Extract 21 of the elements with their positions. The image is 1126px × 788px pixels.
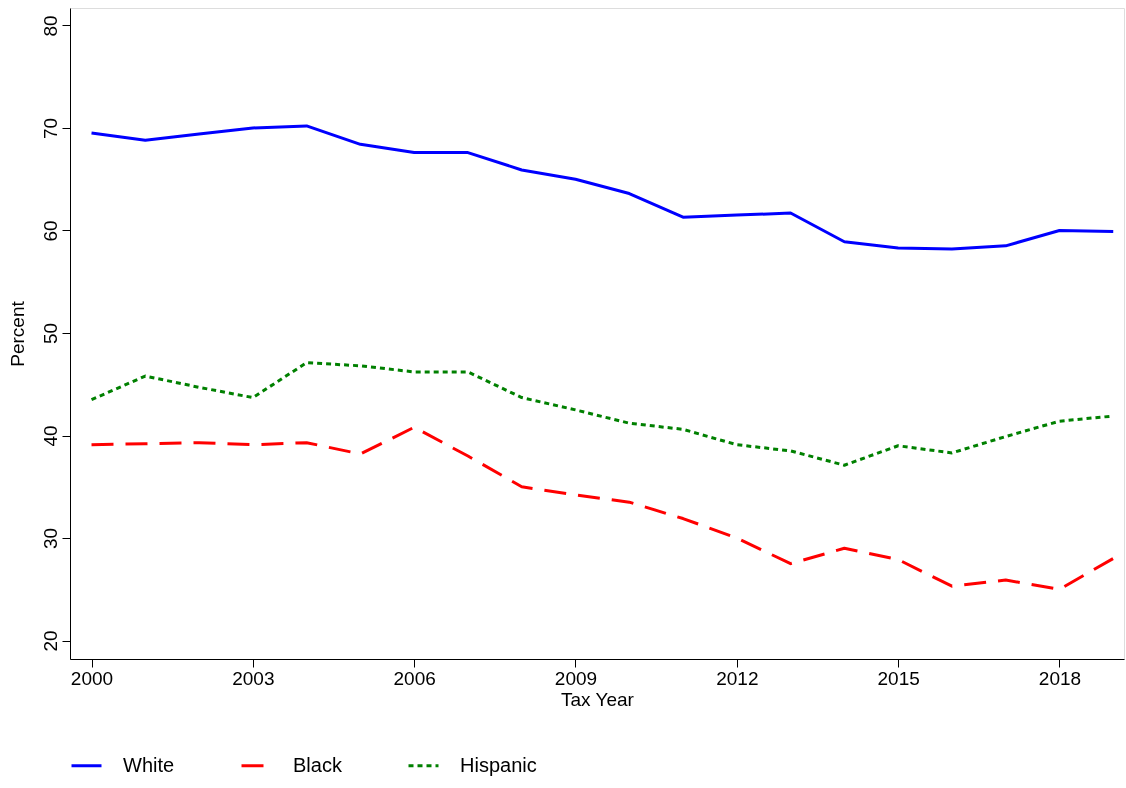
- line-series: [90, 124, 1115, 251]
- y-tick-label: 80: [39, 15, 61, 37]
- y-axis-title: Percent: [6, 300, 28, 367]
- legend-label: Hispanic: [460, 753, 537, 776]
- y-tick-label: 40: [39, 425, 61, 447]
- x-tick-label: 2012: [716, 667, 759, 689]
- y-tick-label: 70: [39, 117, 61, 140]
- line-series: [90, 425, 1115, 591]
- x-tick-label: 2009: [554, 667, 598, 689]
- y-tick-label: 30: [39, 527, 61, 550]
- x-tick-label: 2018: [1038, 667, 1082, 689]
- x-tick-label: 2015: [877, 667, 920, 689]
- x-tick-label: 2006: [393, 667, 436, 689]
- x-axis-title: Tax Year: [561, 688, 635, 710]
- legend-label: Black: [293, 753, 343, 776]
- y-tick-label: 20: [39, 630, 61, 652]
- x-tick-label: 2003: [232, 667, 275, 689]
- y-tick-label: 50: [39, 322, 61, 345]
- y-tick-label: 60: [39, 220, 61, 242]
- legend-label: White: [123, 753, 175, 776]
- x-tick-label: 2000: [70, 667, 114, 689]
